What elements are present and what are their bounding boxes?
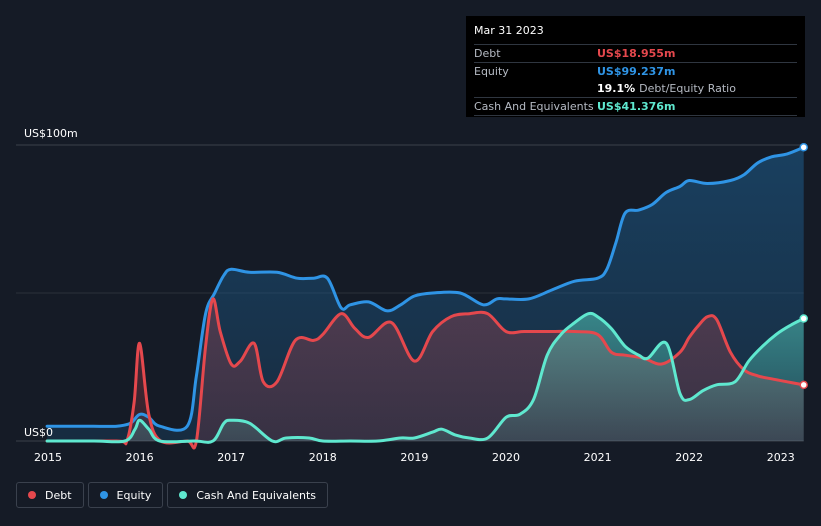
tooltip-label-ratio (474, 80, 597, 97)
y-tick-label-zero: US$0 (24, 426, 53, 439)
legend-dot-equity (99, 491, 108, 499)
end-marker-cash-and-equivalents (799, 314, 808, 323)
tooltip-row-cash: Cash And Equivalents US$41.376m (474, 97, 797, 116)
tooltip-row-ratio: 19.1% Debt/Equity Ratio (474, 80, 797, 97)
tooltip-value-debt: US$18.955m (597, 47, 676, 60)
area-cash-and-equivalents (47, 313, 804, 443)
legend-label-cash: Cash And Equivalents (196, 488, 316, 502)
tooltip-row-debt: Debt US$18.955m (474, 44, 797, 62)
line-equity (45, 145, 806, 432)
x-tick-label-2016: 2016 (126, 451, 154, 464)
legend-item-equity[interactable]: Equity (87, 482, 164, 508)
tooltip-row-equity: Equity US$99.237m (474, 62, 797, 80)
x-tick-label-2020: 2020 (492, 451, 520, 464)
legend-dot-cash (179, 491, 188, 499)
x-tick-label-2022: 2022 (675, 451, 703, 464)
end-marker-equity (799, 143, 808, 152)
tooltip-label-equity: Equity (474, 65, 509, 78)
tooltip-ratio-caption: Debt/Equity Ratio (639, 82, 736, 95)
legend-item-debt[interactable]: Debt (16, 482, 84, 508)
line-debt (45, 297, 806, 450)
x-tick-label-2018: 2018 (309, 451, 337, 464)
legend-label-equity: Equity (116, 488, 152, 502)
x-tick-label-2015: 2015 (34, 451, 62, 464)
legend-dot-debt (28, 491, 36, 499)
tooltip-value-cash: US$41.376m (597, 100, 676, 113)
tooltip-value-equity: US$99.237m (597, 65, 676, 78)
tooltip-panel: Mar 31 2023 Debt US$18.955m Equity US$99… (466, 16, 805, 117)
legend-label-debt: Debt (45, 488, 72, 502)
tooltip-label-cash: Cash And Equivalents (474, 100, 594, 113)
x-tick-label-2019: 2019 (400, 451, 428, 464)
chart-legend: Debt Equity Cash And Equivalents (16, 482, 328, 508)
x-tick-label-2017: 2017 (217, 451, 245, 464)
end-marker-debt (799, 380, 808, 390)
x-tick-label-2023: 2023 (767, 451, 795, 464)
tooltip-date: Mar 31 2023 (474, 24, 544, 37)
line-cash-and-equivalents (45, 311, 806, 444)
tooltip-label-debt: Debt (474, 47, 501, 60)
tooltip-value-ratio: 19.1% (597, 82, 636, 95)
y-tick-label-top: US$100m (24, 127, 78, 140)
legend-item-cash[interactable]: Cash And Equivalents (167, 482, 328, 508)
x-tick-label-2021: 2021 (584, 451, 612, 464)
